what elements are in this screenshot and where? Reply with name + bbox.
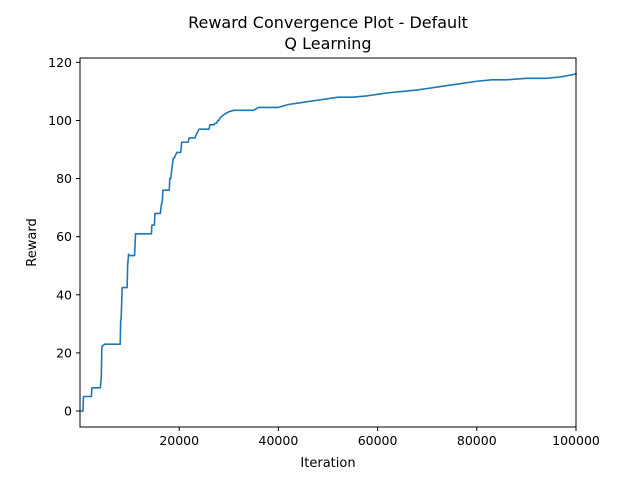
y-tick-label: 80	[56, 171, 72, 186]
chart-title-line-1: Reward Convergence Plot - Default	[188, 13, 468, 32]
x-axis-label: Iteration	[300, 456, 355, 471]
y-tick-label: 120	[48, 55, 72, 70]
x-tick-label: 60000	[358, 433, 398, 448]
chart-title-line-2: Q Learning	[284, 34, 371, 53]
y-tick-label: 20	[56, 345, 72, 360]
ticks-layer: 20000 40000 60000 80000 100000 0 20 40 60 80 100 12…	[48, 55, 600, 448]
x-tick-label: 20000	[159, 433, 199, 448]
y-tick-label: 0	[64, 404, 72, 419]
axes-frame	[79, 57, 577, 428]
series-layer	[80, 73, 577, 412]
y-tick-label: 100	[48, 113, 72, 128]
y-tick-label: 60	[56, 229, 72, 244]
y-tick-label: 40	[56, 287, 72, 302]
plot-area	[80, 58, 576, 427]
x-tick-label: 80000	[457, 433, 497, 448]
x-tick-label: 100000	[552, 433, 600, 448]
x-tick-label: 40000	[259, 433, 299, 448]
reward-series-line	[80, 73, 577, 412]
y-axis-label: Reward	[25, 218, 40, 266]
